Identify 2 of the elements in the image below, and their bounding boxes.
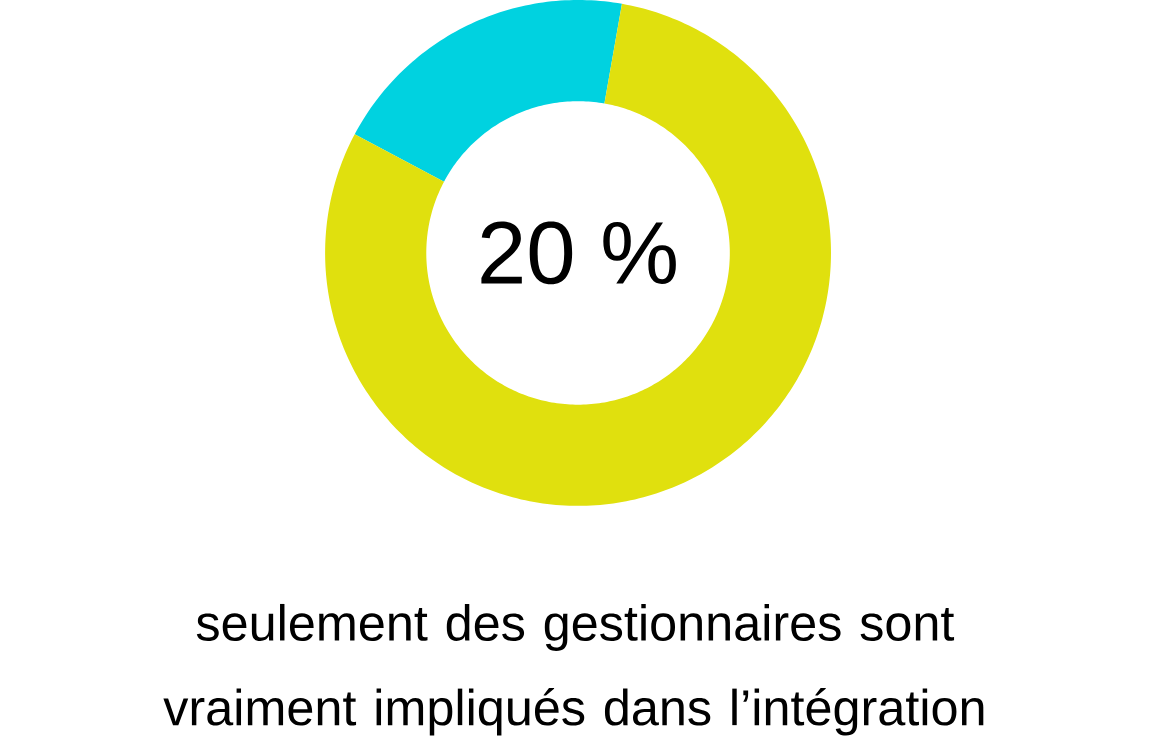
text: seulement des gestionnaires sont vraiment impliqués dans l’intégration (163, 603, 984, 736)
text: 20 % (481, 221, 676, 285)
